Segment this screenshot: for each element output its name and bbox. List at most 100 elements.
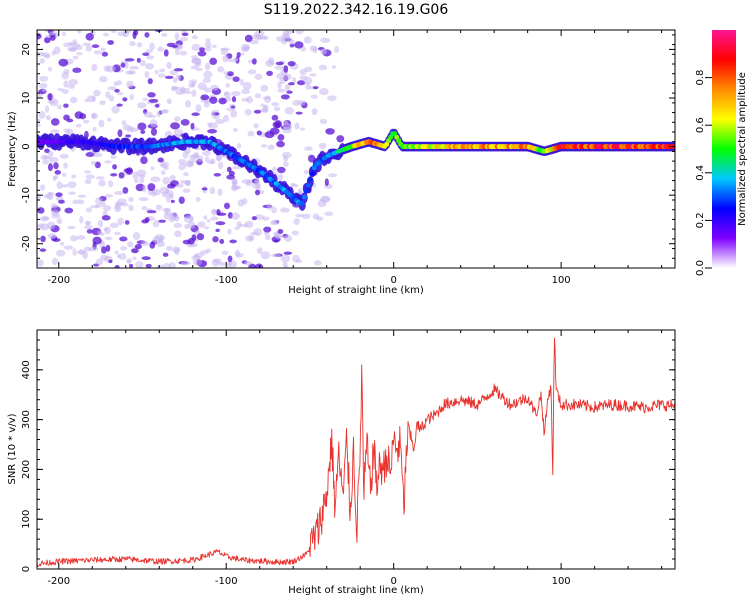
spectrogram-noise-blob [272,219,278,225]
spectrogram-noise-blob [204,62,211,71]
spectrogram-noise-blob [111,105,120,114]
spectrogram-noise-blob [241,88,251,95]
spectrogram-noise-blob [270,253,281,258]
colorbar-tick-label: 0.6 [695,117,706,133]
spectrogram-noise-blob [155,104,160,108]
spectrogram-noise-blob [39,216,49,222]
spectrogram-noise-blob [241,97,250,102]
spectrogram-noise-blob [180,118,190,126]
spectrogram-noise-blob [40,235,46,243]
spectrogram-noise-blob [218,97,227,105]
spectrogram-noise-blob [58,58,69,67]
spectrogram-noise-blob [160,109,169,114]
spectrogram-noise-blob [234,249,240,258]
spectrogram-noise-blob [251,216,258,221]
spectrogram-noise-blob [264,95,272,104]
spectrogram-noise-blob [209,96,218,104]
spectrogram-noise-blob [166,61,172,69]
spectrogram-noise-blob [272,121,281,129]
spectrogram-noise-blob [86,95,96,103]
spectrogram-noise-blob [197,82,207,91]
spectrogram-noise-blob [75,124,82,128]
spectrogram-noise-blob [204,46,212,52]
spectrogram-noise-blob [159,68,166,73]
spectrogram-noise-blob [239,78,244,86]
spectrogram-noise-blob [98,119,105,128]
spectrogram-noise-blob [139,59,146,67]
spectrogram-noise-blob [170,199,175,204]
spectrogram-noise-blob [318,142,327,149]
spectrogram-noise-blob [161,32,168,37]
spectrogram-noise-blob [277,88,286,93]
spectrogram-noise-blob [75,45,83,51]
spectrogram-noise-blob [94,203,102,208]
spectrogram-noise-blob [264,234,271,241]
spectrogram-noise-blob [267,144,275,150]
spectrogram-noise-blob [157,73,166,78]
snr-panel: -200 -100 0 100 0 100 200 300 400 Height of str… [7,329,676,596]
spectrogram-noise-blob [230,110,238,118]
snr-x-label: Height of straight line (km) [288,585,424,596]
spectrogram-noise-blob [217,188,223,196]
spectrogram-noise-blob [120,62,126,68]
spectrogram-noise-blob [114,250,119,255]
spectrogram-noise-blob [173,68,184,72]
spectrogram-noise-blob [104,236,113,241]
spectrogram-noise-blob [183,215,194,223]
spectrogram-noise-blob [183,171,189,177]
spectrogram-noise-blob [126,260,131,264]
spectrogram-noise-blob [275,61,284,66]
spectrogram-noise-blob [105,91,111,99]
spectrogram-noise-blob [116,92,124,96]
spectrogram-noise-blob [232,165,241,170]
snr-y-ticks: 0 100 200 300 400 [21,329,675,572]
spectrogram-noise-blob [44,37,51,44]
spectrogram-noise-blob [85,45,92,52]
colorbar-ticks: 0.0 0.2 0.4 0.6 0.8 [695,70,712,276]
spectrogram-noise-blob [95,176,105,180]
spectrogram-x-tick-label: -200 [47,275,70,286]
spectrogram-noise-blob [310,94,318,99]
spectrogram-noise-blob [283,36,293,43]
spectrogram-noise-blob [299,127,306,131]
spectrogram-noise-blob [99,76,108,83]
snr-y-tick-label: 200 [21,460,32,479]
colorbar-scale [712,30,736,268]
spectrogram-ridge-core [305,183,311,188]
spectrogram-noise-blob [117,129,123,138]
spectrogram-noise-blob [326,95,337,102]
spectrogram-noise-blob [271,102,279,107]
spectrogram-noise-blob [54,170,62,175]
spectrogram-noise-blob [187,161,194,167]
spectrogram-noise-blob [218,261,227,266]
spectrogram-noise-blob [266,70,273,76]
spectrogram-noise-blob [305,82,311,90]
spectrogram-noise-blob [170,122,180,130]
spectrogram-noise-blob [52,238,61,242]
spectrogram-noise-blob [61,31,67,37]
spectrogram-noise-blob [185,146,191,155]
spectrogram-noise-blob [128,263,134,268]
snr-x-tick-label: 100 [552,576,571,587]
spectrogram-noise-blob [93,89,101,97]
spectrogram-noise-blob [303,169,309,175]
spectrogram-noise-blob [221,250,229,256]
spectrogram-ridge-core [303,189,309,194]
spectrogram-noise-blob [210,110,216,117]
spectrogram-noise-blob [104,160,112,164]
spectrogram-noise-blob [66,118,74,123]
spectrogram-noise-blob [209,158,216,164]
spectrogram-noise-blob [164,75,174,80]
spectrogram-noise-blob [316,216,324,221]
spectrogram-noise-blob [200,94,210,101]
spectrogram-noise-blob [195,104,202,113]
spectrogram-noise-blob [44,148,50,154]
spectrogram-y-ticks: -20 -10 0 10 20 [21,34,675,269]
spectrogram-noise-blob [105,244,111,252]
spectrogram-noise-blob [69,96,78,104]
spectrogram-noise-blob [169,69,178,76]
spectrogram-noise-blob [179,86,186,94]
spectrogram-noise-blob [114,231,121,236]
spectrogram-x-label: Height of straight line (km) [288,285,424,296]
